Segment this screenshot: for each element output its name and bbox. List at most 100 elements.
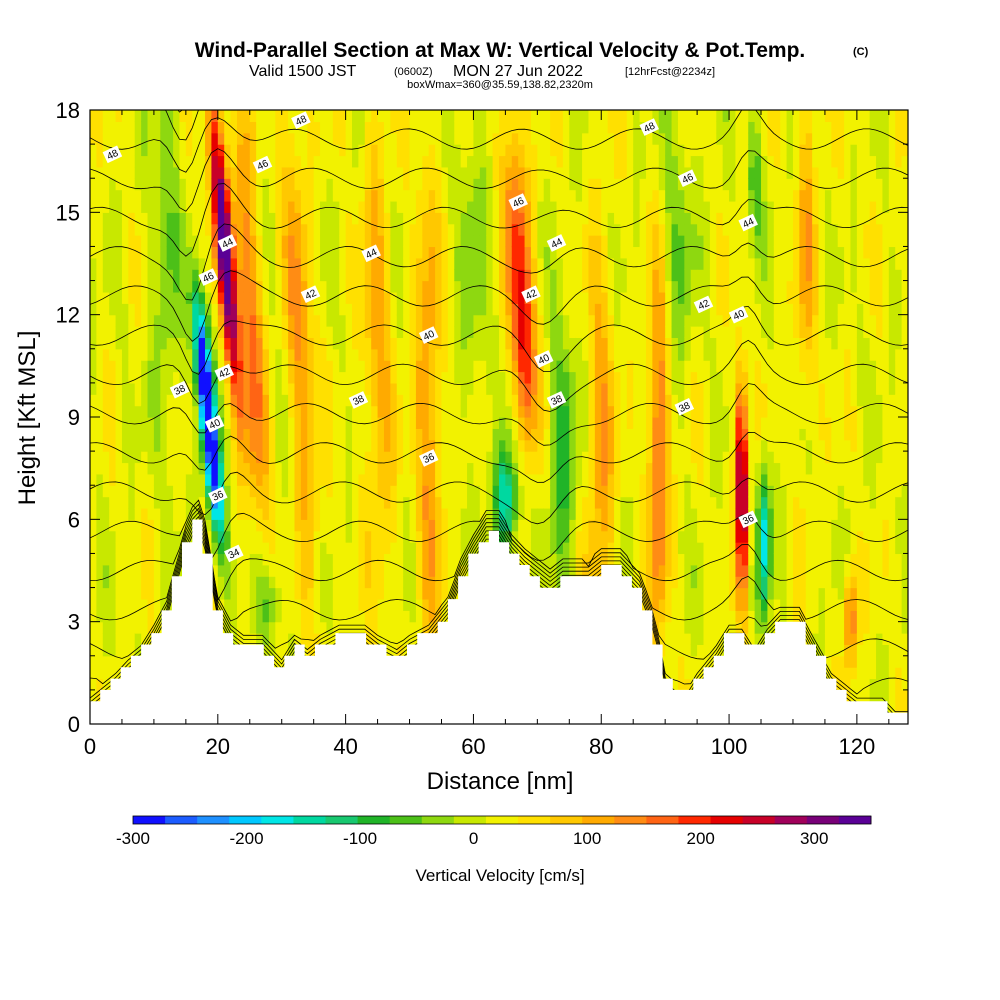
heatmap-cell — [575, 178, 583, 191]
heatmap-cell — [128, 178, 136, 191]
heatmap-cell — [658, 337, 666, 350]
heatmap-cell — [173, 291, 181, 304]
heatmap-cell — [134, 235, 142, 248]
heatmap-cell — [575, 189, 583, 202]
heatmap-cell — [492, 337, 500, 350]
heatmap-cell — [582, 212, 590, 225]
heatmap-cell — [543, 451, 551, 464]
heatmap-cell — [665, 598, 673, 611]
heatmap-cell — [141, 519, 149, 532]
heatmap-cell — [671, 564, 679, 577]
heatmap-cell — [639, 564, 647, 577]
heatmap-cell — [90, 451, 97, 464]
heatmap-cell — [300, 542, 308, 555]
heatmap-cell — [268, 451, 276, 464]
heatmap-cell — [352, 348, 360, 361]
heatmap-cell — [121, 246, 129, 259]
heatmap-cell — [313, 451, 321, 464]
heatmap-cell — [511, 132, 519, 145]
heatmap-cell — [339, 485, 347, 498]
heatmap-cell — [262, 485, 270, 498]
heatmap-cell — [543, 530, 551, 543]
heatmap-cell — [147, 405, 155, 418]
heatmap-cell — [313, 110, 321, 122]
heatmap-cell — [428, 257, 436, 270]
heatmap-cell — [390, 417, 398, 429]
heatmap-cell — [639, 530, 647, 543]
heatmap-cell — [236, 348, 244, 361]
heatmap-cell — [153, 155, 161, 168]
heatmap-cell — [658, 439, 666, 452]
heatmap-cell — [198, 155, 206, 168]
heatmap-cell — [339, 473, 347, 486]
heatmap-cell — [102, 212, 110, 225]
heatmap-cell — [115, 178, 123, 191]
heatmap-cell — [115, 394, 123, 407]
heatmap-cell — [281, 428, 289, 441]
heatmap-cell — [102, 610, 110, 623]
heatmap-cell — [192, 280, 200, 293]
heatmap-cell — [422, 121, 430, 134]
heatmap-cell — [320, 110, 328, 122]
heatmap-cell — [530, 200, 538, 213]
heatmap-cell — [658, 598, 666, 611]
heatmap-cell — [518, 451, 526, 464]
heatmap-cell — [677, 576, 685, 589]
heatmap-cell — [205, 439, 213, 452]
heatmap-cell — [550, 212, 558, 225]
heatmap-cell — [224, 132, 232, 145]
heatmap-cell — [390, 644, 398, 657]
heatmap-cell — [511, 235, 519, 248]
heatmap-cell — [294, 166, 302, 179]
heatmap-cell — [454, 530, 462, 543]
heatmap-cell — [575, 439, 583, 452]
heatmap-cell — [90, 542, 97, 555]
heatmap-cell — [179, 348, 187, 361]
heatmap-cell — [90, 360, 97, 373]
heatmap-cell — [652, 235, 660, 248]
heatmap-cell — [562, 144, 570, 157]
heatmap-cell — [358, 621, 366, 634]
heatmap-cell — [115, 110, 123, 122]
heatmap-cell — [645, 360, 653, 373]
heatmap-cell — [671, 314, 679, 327]
heatmap-cell — [217, 439, 225, 452]
heatmap-cell — [569, 348, 577, 361]
heatmap-cell — [505, 178, 513, 191]
heatmap-cell — [288, 428, 296, 441]
heatmap-cell — [543, 132, 551, 145]
heatmap-cell — [313, 598, 321, 611]
heatmap-cell — [371, 382, 379, 395]
heatmap-cell — [224, 564, 232, 577]
heatmap-cell — [499, 132, 506, 145]
heatmap-cell — [639, 178, 647, 191]
heatmap-cell — [243, 212, 251, 225]
heatmap-cell — [217, 110, 225, 122]
heatmap-cell — [441, 303, 449, 316]
heatmap-cell — [179, 166, 187, 179]
heatmap-cell — [530, 314, 538, 327]
heatmap-cell — [511, 382, 519, 395]
heatmap-cell — [479, 303, 487, 316]
heatmap-cell — [288, 621, 296, 634]
heatmap-cell — [307, 587, 315, 600]
heatmap-cell — [364, 314, 372, 327]
heatmap-cell — [339, 530, 347, 543]
heatmap-cell — [320, 587, 328, 600]
heatmap-cell — [166, 132, 174, 145]
heatmap-cell — [652, 530, 660, 543]
heatmap-cell — [473, 178, 481, 191]
heatmap-cell — [326, 462, 334, 475]
heatmap-cell — [550, 360, 558, 373]
heatmap-cell — [307, 462, 315, 475]
heatmap-cell — [128, 223, 136, 236]
heatmap-cell — [467, 473, 475, 486]
heatmap-cell — [281, 394, 289, 407]
heatmap-cell — [569, 314, 577, 327]
heatmap-cell — [518, 507, 526, 520]
heatmap-cell — [652, 394, 660, 407]
heatmap-cell — [447, 166, 455, 179]
heatmap-cell — [588, 178, 596, 191]
heatmap-cell — [492, 519, 500, 532]
heatmap-cell — [262, 110, 270, 122]
